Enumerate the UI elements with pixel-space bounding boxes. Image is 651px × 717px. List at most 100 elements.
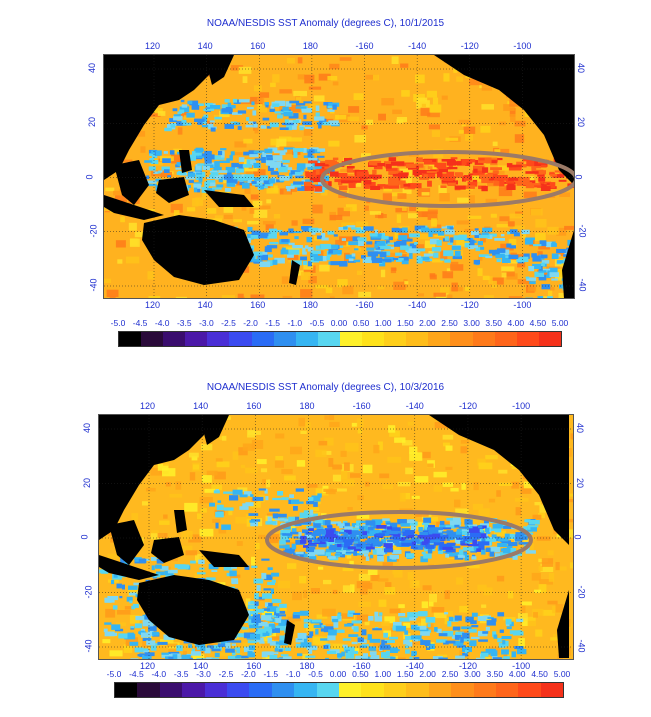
anomaly-cell xyxy=(332,464,343,470)
anomaly-cell xyxy=(426,90,437,98)
cool-anomaly-cell xyxy=(172,108,178,112)
anomaly-cell xyxy=(478,256,483,261)
lat-tick-label: 20 xyxy=(576,117,587,128)
anomaly-cell xyxy=(105,187,115,192)
anomaly-cell xyxy=(237,293,244,298)
anomaly-cell xyxy=(286,58,295,64)
lon-tick-label: 120 xyxy=(140,661,156,671)
cool-anomaly-cell xyxy=(142,620,154,627)
anomaly-cell xyxy=(117,610,131,615)
cool-anomaly-cell xyxy=(268,254,273,258)
cool-anomaly-cell xyxy=(533,255,541,261)
cool-anomaly-cell xyxy=(518,542,529,545)
cool-anomaly-cell xyxy=(464,242,471,248)
anomaly-cell xyxy=(259,92,270,98)
cool-anomaly-cell xyxy=(439,534,449,539)
cool-anomaly-cell xyxy=(479,234,490,239)
cool-anomaly-cell xyxy=(245,124,256,128)
cool-anomaly-cell xyxy=(442,546,454,550)
cool-anomaly-cell xyxy=(288,516,295,523)
anomaly-cell xyxy=(187,167,201,175)
cool-anomaly-cell xyxy=(516,257,527,263)
anomaly-cell xyxy=(266,479,271,488)
warm-anomaly-cell xyxy=(367,182,376,188)
cool-anomaly-cell xyxy=(247,226,253,232)
cool-anomaly-cell xyxy=(250,160,257,166)
cool-anomaly-cell xyxy=(492,253,497,256)
warm-anomaly-cell xyxy=(371,174,382,179)
anomaly-cell xyxy=(175,296,187,298)
anomaly-cell xyxy=(548,572,555,582)
warm-anomaly-cell xyxy=(443,178,453,181)
anomaly-cell xyxy=(339,57,352,61)
anomaly-cell xyxy=(160,171,173,177)
cool-anomaly-cell xyxy=(382,518,390,521)
cool-anomaly-cell xyxy=(358,241,364,246)
anomaly-cell xyxy=(162,468,176,477)
anomaly-cell xyxy=(247,220,259,225)
anomaly-cell xyxy=(522,232,527,239)
cool-anomaly-cell xyxy=(374,627,379,630)
anomaly-cell xyxy=(501,271,515,277)
cool-anomaly-cell xyxy=(279,545,287,549)
cool-anomaly-cell xyxy=(194,118,205,122)
cool-anomaly-cell xyxy=(236,647,240,654)
sst-map[interactable] xyxy=(103,54,575,299)
anomaly-cell xyxy=(301,271,311,280)
sst-map[interactable] xyxy=(98,414,574,660)
anomaly-cell xyxy=(278,580,291,589)
warm-anomaly-cell xyxy=(508,165,522,171)
cool-anomaly-cell xyxy=(485,531,491,534)
cool-anomaly-cell xyxy=(549,272,559,278)
cool-anomaly-cell xyxy=(472,539,478,545)
cool-anomaly-cell xyxy=(403,539,412,545)
anomaly-cell xyxy=(362,537,371,543)
cool-anomaly-cell xyxy=(385,520,391,525)
anomaly-cell xyxy=(287,563,297,569)
lat-tick-label: 0 xyxy=(84,173,95,180)
cool-anomaly-cell xyxy=(113,632,118,636)
cool-anomaly-cell xyxy=(442,630,454,637)
cool-anomaly-cell xyxy=(270,165,280,168)
cool-anomaly-cell xyxy=(236,654,242,658)
anomaly-cell xyxy=(223,214,233,219)
cool-anomaly-cell xyxy=(329,539,341,545)
cool-anomaly-cell xyxy=(200,646,206,651)
anomaly-cell xyxy=(373,74,380,81)
anomaly-cell xyxy=(235,516,248,524)
anomaly-cell xyxy=(540,563,554,572)
anomaly-cell xyxy=(340,450,347,457)
cool-anomaly-cell xyxy=(420,227,430,233)
anomaly-cell xyxy=(329,214,343,220)
cool-anomaly-cell xyxy=(317,493,322,498)
cool-anomaly-cell xyxy=(308,528,314,531)
cool-anomaly-cell xyxy=(241,655,249,659)
cool-anomaly-cell xyxy=(218,170,228,173)
colorbar-swatch xyxy=(227,683,250,697)
anomaly-cell xyxy=(496,575,505,582)
cool-anomaly-cell xyxy=(348,258,354,262)
warm-anomaly-cell xyxy=(450,161,462,166)
lat-tick-label: 40 xyxy=(576,62,587,74)
landmass xyxy=(114,160,149,205)
cool-anomaly-cell xyxy=(386,650,390,657)
cool-anomaly-cell xyxy=(325,657,329,659)
anomaly-cell xyxy=(416,166,426,172)
cool-anomaly-cell xyxy=(337,543,342,549)
anomaly-cell xyxy=(421,103,426,107)
cool-anomaly-cell xyxy=(308,648,313,654)
cool-anomaly-cell xyxy=(361,546,370,553)
cool-anomaly-cell xyxy=(214,161,220,167)
cool-anomaly-cell xyxy=(511,651,516,658)
cool-anomaly-cell xyxy=(416,625,427,630)
cool-anomaly-cell xyxy=(524,238,534,245)
cool-anomaly-cell xyxy=(165,656,171,659)
cool-anomaly-cell xyxy=(129,600,133,604)
cool-anomaly-cell xyxy=(471,231,479,236)
cool-anomaly-cell xyxy=(382,258,392,263)
anomaly-cell xyxy=(341,470,348,480)
warm-anomaly-cell xyxy=(481,178,494,184)
cool-anomaly-cell xyxy=(453,640,464,646)
cool-anomaly-cell xyxy=(476,548,481,552)
anomaly-cell xyxy=(527,284,537,292)
